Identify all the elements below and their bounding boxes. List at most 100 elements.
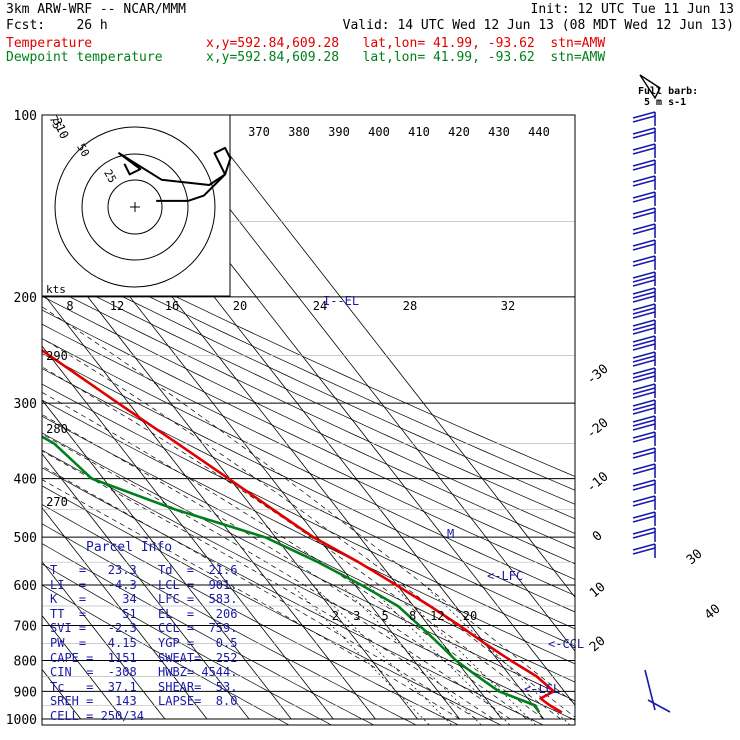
isobar-lines	[42, 114, 575, 720]
dewpoint-legend: Dewpoint temperature	[6, 50, 163, 65]
axis-labels: 1002003004005006007008009001000-80-70-60…	[6, 109, 724, 728]
theta-label: 430	[488, 125, 510, 139]
sounding-profiles	[42, 348, 563, 714]
dewpoint-location: x,y=592.84,609.28 lat,lon= 41.99, -93.62…	[206, 50, 606, 65]
isotherm-line	[42, 560, 166, 720]
wind-barb	[632, 239, 656, 254]
pressure-tick-label: 100	[14, 109, 37, 124]
parcel-info-left: SREH = 143	[50, 694, 137, 709]
wind-barb	[632, 111, 656, 126]
theta-label: 400	[368, 125, 390, 139]
pressure-tick-label: 400	[14, 473, 37, 488]
isotherm-line	[42, 453, 250, 720]
mixing-ratio-label: 2	[332, 609, 339, 623]
dry-adiabat-line	[42, 467, 544, 725]
level-marker-lfc: <-LFC	[487, 569, 523, 583]
wind-barb	[632, 351, 656, 367]
dry-adiabat-line	[42, 584, 290, 725]
parcel-info-row: CIN = -308 HWBZ= 4544.	[50, 665, 237, 680]
theta-label: 290	[46, 349, 68, 363]
parcel-info-left: SVI = -2.3	[50, 621, 137, 636]
mixing-ratio-label: 12	[430, 609, 444, 623]
mixing-ratio-label: 3	[353, 609, 360, 623]
parcel-info-left: LI = -4.3	[50, 577, 137, 592]
temperature-location: x,y=592.84,609.28 lat,lon= 41.99, -93.62…	[206, 36, 606, 51]
wind-barb	[644, 669, 656, 711]
isotherm-line	[42, 507, 208, 720]
isotherm-label: -10	[584, 469, 612, 496]
isotherm-line	[42, 614, 124, 720]
pressure-tick-label: 200	[14, 291, 37, 306]
pressure-tick-label: 800	[14, 654, 37, 669]
full-barb-units: 5 m s-1	[644, 97, 687, 108]
dry-adiabat-line	[42, 485, 502, 725]
wind-barbs	[632, 74, 671, 713]
dry-adiabat-line	[42, 268, 575, 520]
parcel-info-right: Td = 21.6	[158, 563, 238, 577]
parcel-info-left: TT = 51	[50, 606, 137, 621]
hodograph-speed-label: 16	[165, 299, 179, 313]
parcel-info-right: SHEAR= 53.	[158, 679, 238, 694]
dry-adiabat-line	[42, 399, 575, 665]
parcel-info-row: CELL = 250/34	[50, 709, 237, 724]
hodograph-speed-label: 32	[501, 299, 515, 313]
theta-label: 420	[448, 125, 470, 139]
wind-barb	[632, 335, 656, 351]
full-barb-label: Full barb:	[638, 86, 699, 97]
moist-adiabat-line	[42, 391, 545, 720]
pressure-tick-label: 1000	[6, 713, 37, 728]
hodograph-speed-label: 12	[110, 299, 124, 313]
wind-barb	[632, 447, 656, 462]
wind-barb	[632, 495, 656, 510]
wind-barb	[647, 699, 671, 713]
hodograph-ring	[54, 126, 216, 288]
isotherm-line	[42, 345, 334, 720]
isotherm-label: 40	[702, 602, 724, 624]
isotherm-label: 10	[587, 580, 609, 602]
plot-frame	[41, 114, 576, 726]
parcel-info-right: LAPSE= 8.0	[158, 694, 238, 709]
parcel-info-row: Tc = 37.1 SHEAR= 53.	[50, 680, 237, 695]
theta-label: 280	[46, 422, 68, 436]
hodograph-speed-label: 20	[233, 299, 247, 313]
full-barb-sample	[639, 74, 661, 100]
level-marker-m: M	[447, 527, 454, 541]
hodograph-trace	[118, 146, 232, 202]
parcel-info-row: PW = 4.15 YGP = 0.5	[50, 636, 237, 651]
mixing-ratio-label: 20	[463, 609, 477, 623]
moist-adiabat-line	[42, 465, 477, 720]
dry-adiabat-line	[42, 449, 575, 721]
hodograph-ring-label: 25	[101, 167, 119, 185]
hodograph-speed-label: 28	[403, 299, 417, 313]
wind-barb	[632, 383, 656, 399]
parcel-info-row: T = 23.3 Td = 21.6	[50, 563, 237, 578]
isotherm-label: -30	[584, 362, 612, 389]
wind-barb	[632, 159, 656, 174]
wind-barb	[632, 287, 656, 303]
temperature-legend: Temperature	[6, 36, 93, 51]
dry-adiabat-line	[42, 338, 575, 596]
dry-adiabat-line	[42, 563, 333, 725]
wind-barb	[632, 127, 656, 142]
hodograph-speed-label: 8	[66, 299, 73, 313]
moist-adiabat-line	[42, 414, 528, 720]
pressure-tick-label: 900	[14, 685, 37, 700]
isotherm-label: 0	[590, 528, 606, 545]
dry-adiabat-line	[42, 282, 575, 534]
moist-adiabat-line	[42, 366, 561, 720]
parcel-info-row: CAPE = 1151 SWEAT= 252	[50, 651, 237, 666]
parcel-info-row: SREH = 143 LAPSE= 8.0	[50, 694, 237, 709]
wind-barb	[632, 431, 656, 446]
hodograph-frame	[41, 114, 231, 297]
hodograph: 75 50 25 kts	[41, 114, 232, 297]
hodograph-ring	[107, 179, 163, 235]
mixing-ratio-label: 8	[409, 609, 416, 623]
parcel-info-left: Tc = 37.1	[50, 679, 137, 694]
theta-label: 410	[408, 125, 430, 139]
hodograph-units: kts	[46, 283, 66, 296]
wind-barb	[632, 543, 656, 558]
dry-adiabat-line	[42, 415, 575, 683]
dry-adiabat-line	[42, 543, 375, 725]
theta-label: 270	[46, 495, 68, 509]
parcel-info-row: TT = 51 EL = 206	[50, 607, 237, 622]
